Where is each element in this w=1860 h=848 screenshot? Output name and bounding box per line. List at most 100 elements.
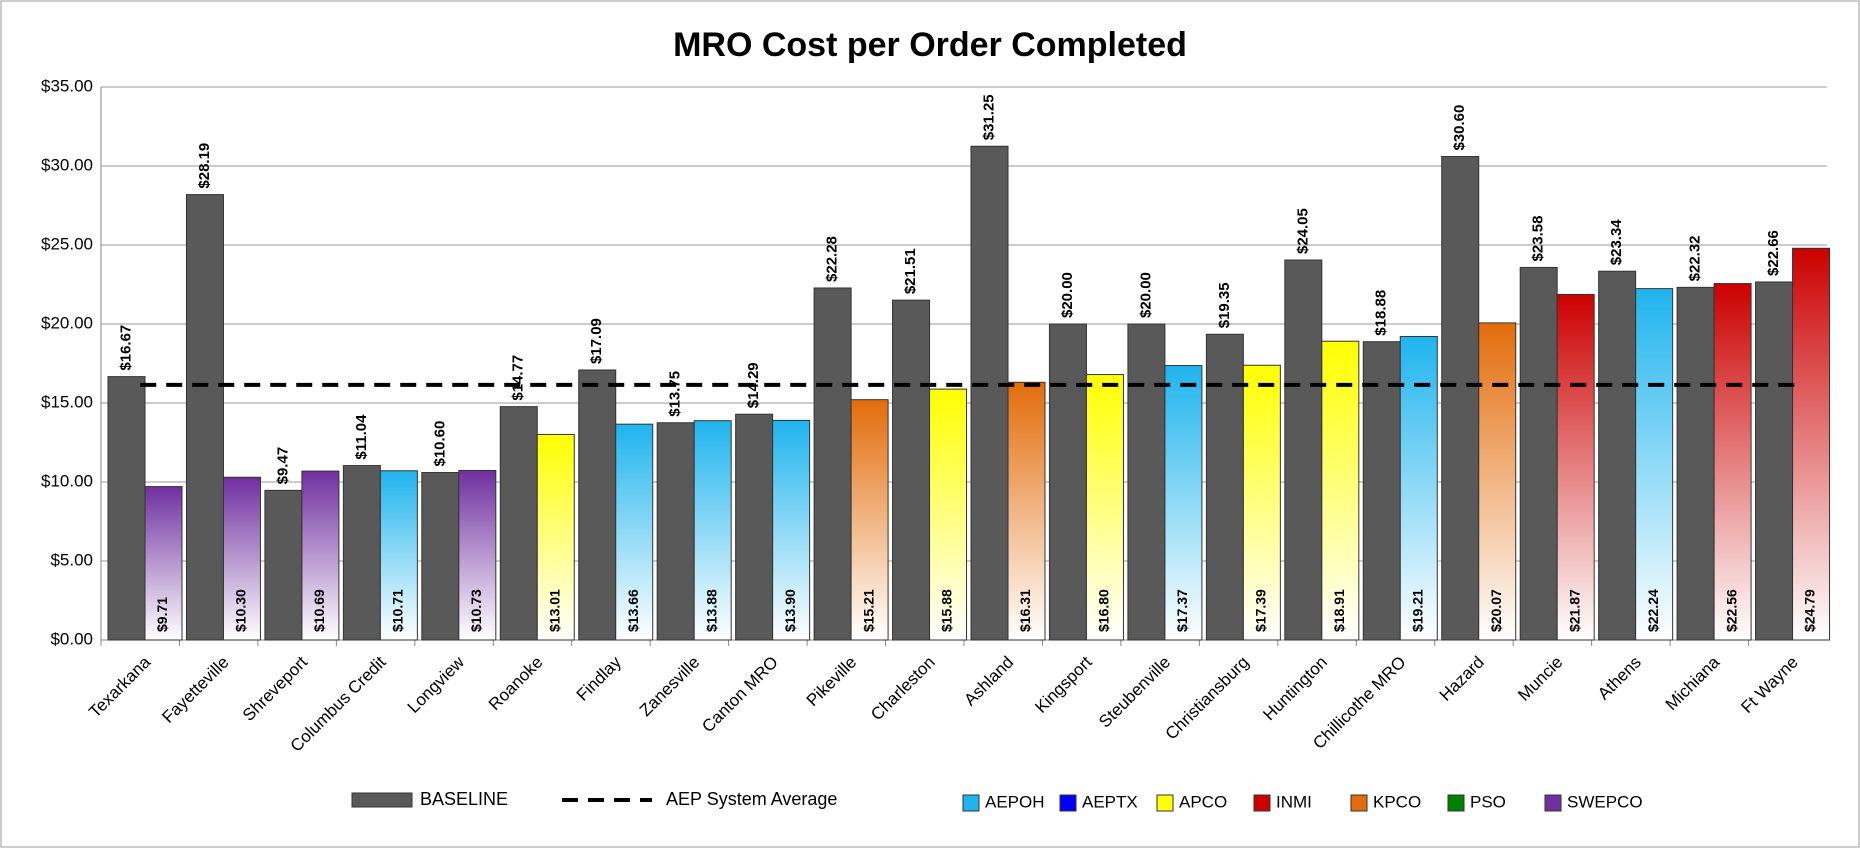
bar xyxy=(693,420,732,641)
legend-label: APCO xyxy=(1179,792,1227,811)
value-label: $17.37 xyxy=(1174,589,1190,632)
bar xyxy=(1556,293,1595,641)
baseline-bar xyxy=(578,369,617,641)
value-label: $19.21 xyxy=(1409,589,1425,632)
baseline-bar xyxy=(1676,286,1715,641)
value-label: $18.91 xyxy=(1331,589,1347,632)
value-label: $21.87 xyxy=(1566,589,1582,632)
bar xyxy=(458,469,497,641)
legend-label: KPCO xyxy=(1373,792,1421,811)
y-tick-label: $25.00 xyxy=(41,234,93,253)
baseline-bar xyxy=(1598,270,1637,641)
legend-label: AEP System Average xyxy=(666,789,837,809)
bar xyxy=(1164,365,1203,641)
value-label: $13.66 xyxy=(625,589,641,632)
value-label: $19.35 xyxy=(1216,282,1233,328)
value-label: $22.32 xyxy=(1687,235,1704,281)
value-label: $22.28 xyxy=(824,236,841,282)
y-tick-label: $0.00 xyxy=(50,629,93,648)
bar xyxy=(929,388,968,641)
value-label: $17.09 xyxy=(588,318,605,364)
value-label: $10.60 xyxy=(431,421,448,467)
y-tick-label: $10.00 xyxy=(41,471,93,490)
legend-swatch xyxy=(962,794,980,812)
value-label: $16.67 xyxy=(117,325,134,371)
bar xyxy=(1242,364,1281,641)
baseline-bar xyxy=(970,145,1009,641)
baseline-bar xyxy=(185,194,224,641)
baseline-bar xyxy=(1205,333,1244,641)
baseline-bar xyxy=(656,422,695,641)
value-label: $13.75 xyxy=(667,371,684,417)
y-tick-label: $5.00 xyxy=(50,550,93,569)
legend-swatch xyxy=(1156,794,1174,812)
bar xyxy=(1713,283,1752,641)
value-label: $13.01 xyxy=(546,589,562,632)
baseline-bar xyxy=(1441,156,1480,641)
value-label: $11.04 xyxy=(353,414,370,460)
value-label: $22.24 xyxy=(1645,589,1661,632)
value-label: $13.88 xyxy=(703,589,719,632)
value-label: $23.58 xyxy=(1530,216,1547,262)
bar xyxy=(379,470,418,641)
chart-title: MRO Cost per Order Completed xyxy=(673,26,1187,64)
legend-label: PSO xyxy=(1470,792,1506,811)
baseline-bar xyxy=(735,413,774,641)
bar xyxy=(772,419,811,641)
value-label: $20.07 xyxy=(1488,589,1504,632)
value-label: $20.00 xyxy=(1059,272,1076,318)
value-label: $23.34 xyxy=(1608,219,1625,266)
value-label: $13.90 xyxy=(782,589,798,632)
value-label: $10.30 xyxy=(233,589,249,632)
bar xyxy=(1478,322,1517,641)
bar xyxy=(1085,374,1124,641)
baseline-bar xyxy=(1362,341,1401,641)
y-tick-label: $20.00 xyxy=(41,313,93,332)
bar xyxy=(1007,381,1046,641)
baseline-bar xyxy=(107,376,146,641)
legend-swatch xyxy=(1447,794,1465,812)
value-label: $28.19 xyxy=(196,143,213,189)
baseline-bar xyxy=(1048,323,1087,641)
value-label: $31.25 xyxy=(980,94,997,140)
legend-swatch xyxy=(1350,794,1368,812)
legend-label: BASELINE xyxy=(420,789,508,809)
value-label: $30.60 xyxy=(1451,105,1468,151)
baseline-bar xyxy=(892,299,931,641)
baseline-bar xyxy=(1519,266,1558,641)
legend-swatch xyxy=(351,792,413,808)
value-label: $16.31 xyxy=(1017,589,1033,632)
bar xyxy=(615,423,654,641)
value-label: $15.21 xyxy=(860,589,876,632)
value-label: $10.69 xyxy=(311,589,327,632)
value-label: $24.05 xyxy=(1294,208,1311,254)
y-tick-label: $15.00 xyxy=(41,392,93,411)
legend-label: SWEPCO xyxy=(1567,792,1643,811)
value-label: $9.47 xyxy=(274,447,291,485)
value-label: $10.73 xyxy=(468,589,484,632)
baseline-bar xyxy=(1755,281,1794,641)
value-label: $20.00 xyxy=(1137,272,1154,318)
y-tick-label: $35.00 xyxy=(41,76,93,95)
value-label: $10.71 xyxy=(390,589,406,632)
legend-swatch xyxy=(1253,794,1271,812)
bar xyxy=(850,399,889,641)
legend-label: INMI xyxy=(1276,792,1312,811)
value-label: $9.71 xyxy=(154,597,170,632)
bar xyxy=(222,476,261,641)
baseline-bar xyxy=(499,406,538,641)
baseline-bar xyxy=(1127,323,1166,641)
value-label: $16.80 xyxy=(1096,589,1112,632)
bar xyxy=(144,486,183,641)
value-label: $21.51 xyxy=(902,248,919,294)
value-label: $22.56 xyxy=(1723,589,1739,632)
value-label: $24.79 xyxy=(1802,589,1818,632)
value-label: $15.88 xyxy=(939,589,955,632)
bar xyxy=(1635,288,1674,641)
baseline-bar xyxy=(342,465,381,641)
legend-label: AEPTX xyxy=(1082,792,1138,811)
baseline-bar xyxy=(264,489,303,641)
baseline-bar xyxy=(421,472,460,641)
y-tick-label: $30.00 xyxy=(41,155,93,174)
